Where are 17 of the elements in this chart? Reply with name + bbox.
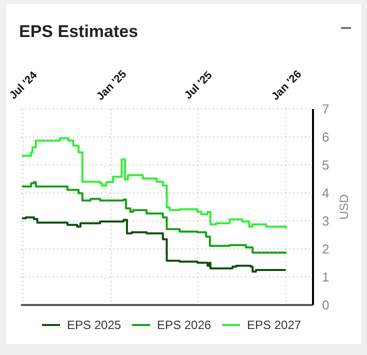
y-tick-label: 6 <box>322 130 330 145</box>
y-tick-label: 1 <box>322 270 330 285</box>
y-tick-label: 0 <box>322 298 330 313</box>
legend-label: EPS 2027 <box>247 318 302 332</box>
x-tick-label: Jan '26 <box>269 68 304 103</box>
y-tick-label: 2 <box>322 242 330 257</box>
legend-label: EPS 2026 <box>157 318 212 332</box>
y-tick-label: 4 <box>322 186 330 201</box>
y-tick-label: 7 <box>322 102 330 117</box>
y-axis-title: USD <box>337 194 351 220</box>
legend-label: EPS 2025 <box>67 318 122 332</box>
chart-title: EPS Estimates <box>19 22 138 41</box>
x-tick-label: Jan '25 <box>94 68 130 103</box>
x-tick-label: Jul '24 <box>7 68 40 102</box>
y-tick-label: 3 <box>322 214 330 229</box>
y-tick-label: 5 <box>322 158 330 173</box>
x-tick-label: Jul '25 <box>182 69 215 102</box>
